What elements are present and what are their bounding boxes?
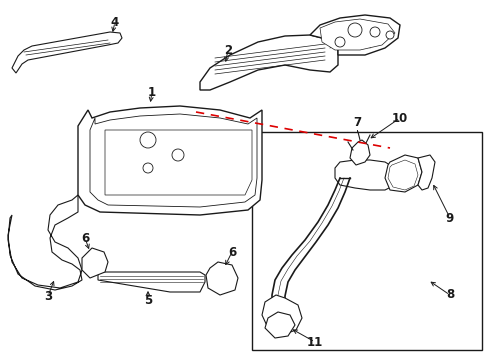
Text: 1: 1 — [148, 86, 156, 99]
Circle shape — [385, 31, 393, 39]
Text: 3: 3 — [44, 289, 52, 302]
Text: 4: 4 — [111, 15, 119, 28]
Polygon shape — [98, 272, 204, 292]
Polygon shape — [8, 195, 82, 290]
Polygon shape — [349, 140, 369, 165]
Polygon shape — [90, 114, 257, 207]
Circle shape — [334, 37, 345, 47]
Text: 5: 5 — [143, 293, 152, 306]
Circle shape — [140, 132, 156, 148]
Text: 7: 7 — [352, 116, 360, 129]
Polygon shape — [262, 295, 302, 335]
Text: 9: 9 — [445, 212, 453, 225]
Text: 10: 10 — [391, 112, 407, 125]
Text: 8: 8 — [445, 288, 453, 302]
Bar — [251, 132, 481, 350]
Polygon shape — [82, 248, 108, 278]
Circle shape — [172, 149, 183, 161]
Polygon shape — [12, 32, 122, 73]
Circle shape — [347, 23, 361, 37]
Polygon shape — [387, 160, 417, 190]
Text: 2: 2 — [224, 44, 232, 57]
Polygon shape — [384, 155, 421, 192]
Circle shape — [369, 27, 379, 37]
Polygon shape — [319, 19, 394, 50]
Text: 6: 6 — [227, 246, 236, 258]
Polygon shape — [417, 155, 434, 190]
Text: 6: 6 — [81, 231, 89, 244]
Polygon shape — [205, 262, 238, 295]
Polygon shape — [78, 106, 262, 215]
Polygon shape — [334, 160, 397, 190]
Text: 11: 11 — [306, 336, 323, 348]
Polygon shape — [309, 15, 399, 55]
Polygon shape — [264, 312, 294, 338]
Polygon shape — [200, 35, 337, 90]
Circle shape — [142, 163, 153, 173]
Polygon shape — [105, 130, 251, 195]
